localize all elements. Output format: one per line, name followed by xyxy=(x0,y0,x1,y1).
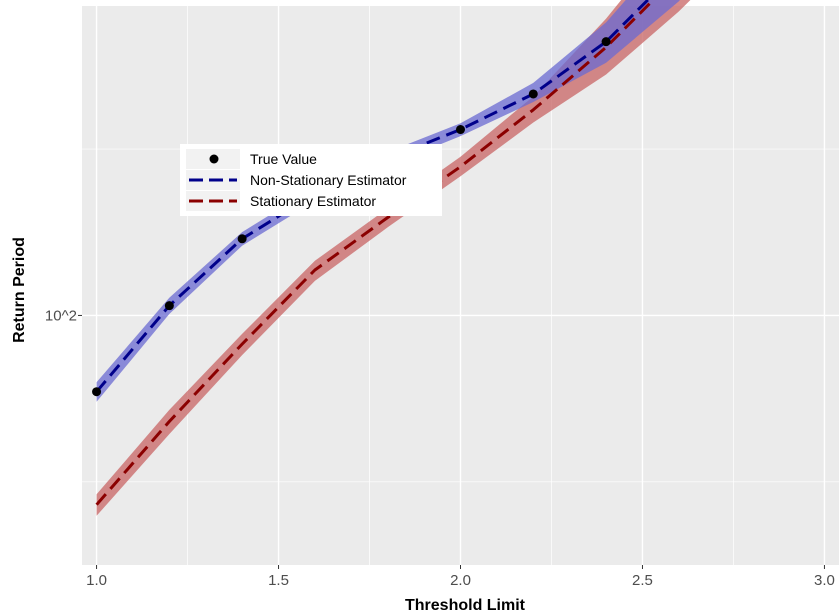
y-tick-label: 10^2 xyxy=(45,307,77,324)
legend-label-stationary: Stationary Estimator xyxy=(250,193,376,209)
true-value-point xyxy=(92,387,102,397)
stationary-line xyxy=(95,0,656,506)
x-tick-label: 1.0 xyxy=(86,572,107,589)
true-value-point xyxy=(164,301,174,311)
y-axis-title: Return Period xyxy=(11,237,28,343)
x-axis-title: Threshold Limit xyxy=(405,597,526,614)
confidence-bands xyxy=(96,0,691,516)
legend-label-true-value: True Value xyxy=(250,151,317,167)
legend-key-true-value xyxy=(209,154,219,164)
true-value-point xyxy=(601,37,611,47)
legend: True Value Non-Stationary Estimator Stat… xyxy=(180,144,442,216)
x-tick-label: 3.0 xyxy=(814,572,835,589)
non-stationary-line xyxy=(95,0,650,393)
x-tick-label: 1.5 xyxy=(268,572,289,589)
x-tick-label: 2.0 xyxy=(450,572,471,589)
major-gridlines xyxy=(82,6,839,565)
non-stationary-band xyxy=(96,0,680,402)
true-value-point xyxy=(528,89,538,99)
true-value-point xyxy=(237,234,247,244)
x-tick-label: 2.5 xyxy=(632,572,653,589)
stationary-band xyxy=(96,0,691,516)
series-lines xyxy=(95,0,656,506)
true-value-point xyxy=(456,125,465,135)
legend-label-non-stationary: Non-Stationary Estimator xyxy=(250,172,407,188)
axes: 1.01.52.02.53.010^210^3 xyxy=(45,307,835,589)
